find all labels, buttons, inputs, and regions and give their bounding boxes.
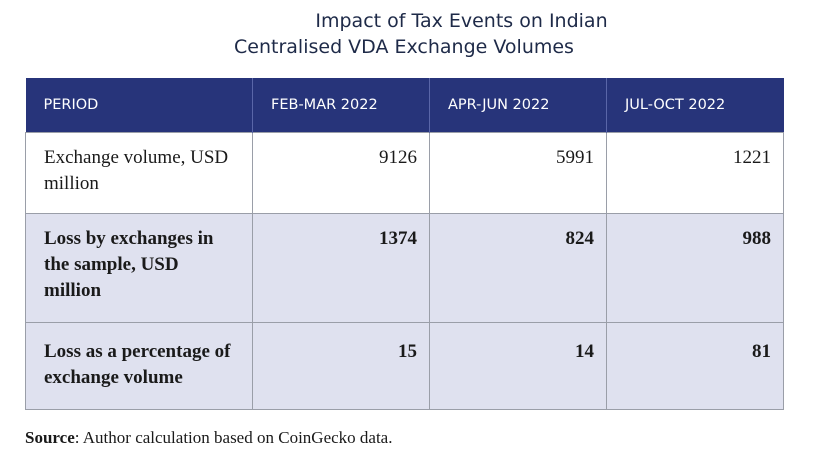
cell-value: 988	[606, 213, 784, 323]
cell-value: 1374	[252, 213, 430, 323]
cell-value: 14	[429, 322, 607, 410]
header-period: PERIOD	[25, 78, 253, 133]
title-line-1: Impact of Tax Events on Indian	[315, 10, 608, 32]
row-label: Exchange volume, USD million	[25, 132, 253, 214]
cell-value: 9126	[252, 132, 430, 214]
cell-value: 81	[606, 322, 784, 410]
header-apr-jun-2022: APR-JUN 2022	[429, 78, 607, 133]
header-jul-oct-2022: JUL-OCT 2022	[606, 78, 784, 133]
source-label: Source	[25, 428, 75, 447]
source-note: Source: Author calculation based on Coin…	[25, 428, 392, 448]
table-header-row: PERIOD FEB-MAR 2022 APR-JUN 2022 JUL-OCT…	[25, 78, 784, 133]
source-text: : Author calculation based on CoinGecko …	[74, 428, 393, 447]
row-label: Loss by exchanges in the sample, USD mil…	[25, 213, 253, 323]
table-row: Loss as a percentage of exchange volume …	[25, 322, 784, 410]
title-line-2: Centralised VDA Exchange Volumes	[234, 36, 574, 58]
exchange-volume-table: PERIOD FEB-MAR 2022 APR-JUN 2022 JUL-OCT…	[25, 78, 784, 410]
table-row: Loss by exchanges in the sample, USD mil…	[25, 213, 784, 323]
table-title: Impact of Tax Events on Indian Centralis…	[0, 8, 813, 60]
cell-value: 824	[429, 213, 607, 323]
cell-value: 15	[252, 322, 430, 410]
cell-value: 1221	[606, 132, 784, 214]
header-feb-mar-2022: FEB-MAR 2022	[252, 78, 430, 133]
table-row: Exchange volume, USD million 9126 5991 1…	[25, 132, 784, 214]
row-label: Loss as a percentage of exchange volume	[25, 322, 253, 410]
cell-value: 5991	[429, 132, 607, 214]
